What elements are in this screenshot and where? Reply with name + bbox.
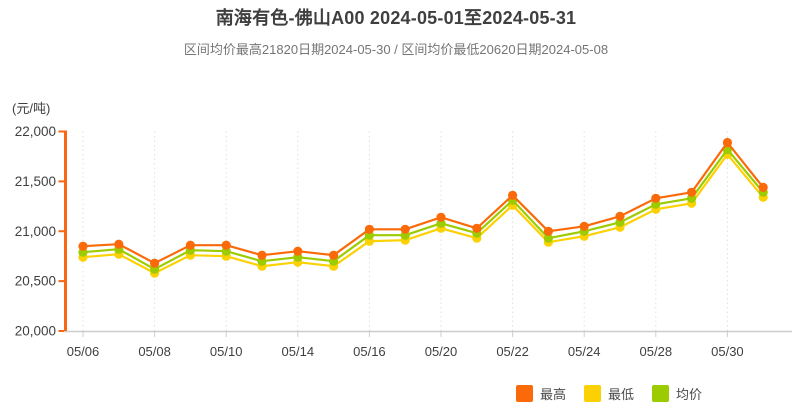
y-tick-label: 22,000 <box>15 124 56 139</box>
marker-high <box>114 239 124 249</box>
chart-title: 南海有色-佛山A00 2024-05-01至2024-05-31 <box>215 8 577 28</box>
marker-high <box>257 250 267 260</box>
y-tick-label: 21,500 <box>15 174 56 189</box>
y-tick-label: 20,000 <box>15 324 56 339</box>
chart-subtitle: 区间均价最高21820日期2024-05-30 / 区间均价最低20620日期2… <box>183 42 609 57</box>
y-tick-label: 21,000 <box>15 224 56 239</box>
marker-high <box>436 212 446 222</box>
marker-high <box>615 211 625 221</box>
marker-avg <box>543 233 554 243</box>
x-tick-label: 05/06 <box>67 344 100 359</box>
series-line-low <box>82 153 765 275</box>
x-tick-label: 05/24 <box>568 344 601 359</box>
series-line-avg <box>82 148 765 271</box>
series-line-high <box>82 141 765 265</box>
x-tick-label: 05/10 <box>210 344 243 359</box>
marker-high <box>78 241 88 251</box>
x-tick-label: 05/16 <box>353 344 386 359</box>
marker-high <box>543 226 554 236</box>
legend: 最高 最低 均价 <box>516 384 702 403</box>
legend-label-low: 最低 <box>608 387 635 402</box>
marker-high <box>579 221 589 231</box>
legend-label-avg: 均价 <box>676 387 703 402</box>
marker-high <box>472 223 482 233</box>
y-axis-unit-label: (元/吨) <box>12 101 51 116</box>
marker-high <box>651 193 661 203</box>
marker-high <box>687 187 697 197</box>
marker-high <box>758 182 768 192</box>
y-tick-label: 20,500 <box>15 274 56 289</box>
marker-high <box>722 137 733 148</box>
marker-high <box>150 258 160 268</box>
marker-high <box>507 190 518 200</box>
legend-swatch-avg <box>652 385 670 402</box>
x-tick-label: 05/28 <box>640 344 673 359</box>
x-tick-label: 05/20 <box>425 344 458 359</box>
marker-high <box>400 224 410 234</box>
marker-high <box>329 250 339 260</box>
legend-swatch-high <box>516 385 533 402</box>
legend-item-high[interactable]: 最高 <box>516 384 566 403</box>
legend-label-high: 最高 <box>540 387 567 402</box>
marker-high <box>293 246 303 256</box>
legend-item-low[interactable]: 最低 <box>584 384 634 403</box>
legend-item-avg[interactable]: 均价 <box>652 384 702 403</box>
legend-swatch-low <box>584 385 602 402</box>
x-tick-label: 05/08 <box>138 344 171 359</box>
marker-high <box>221 240 231 250</box>
x-tick-label: 05/14 <box>282 344 315 359</box>
x-tick-label: 05/30 <box>711 344 744 359</box>
x-tick-label: 05/22 <box>496 344 529 359</box>
marker-high <box>185 240 195 250</box>
marker-high <box>364 224 374 234</box>
